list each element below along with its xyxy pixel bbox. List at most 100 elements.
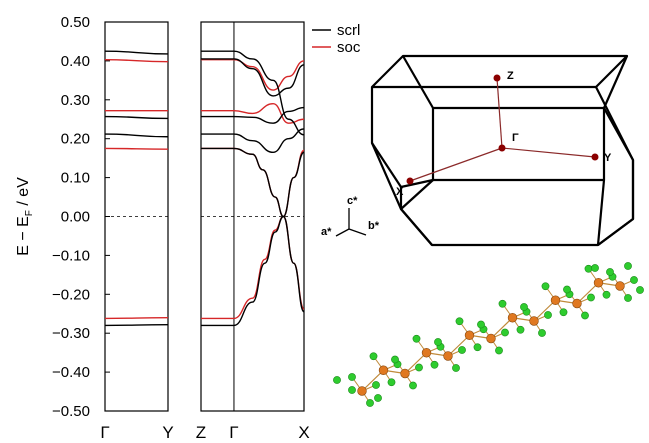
kpoint-label: Y [162,423,173,442]
bond [490,317,513,339]
bz-point-label: Γ [512,132,519,144]
bz-edge [371,142,402,188]
band-line-scrl [201,128,305,154]
bz-path-line [496,77,503,149]
atom-orange [572,298,582,309]
y-tick-label: 0.00 [61,209,90,226]
atom-orange [378,365,389,375]
y-axis-title-unit: / eV [15,177,32,210]
atom-green [602,290,611,299]
atom-green [563,285,571,294]
bz-point-label: Z [507,70,514,82]
atom-orange [615,281,625,291]
y-tick-label: 0.30 [61,92,90,109]
bond [361,369,384,392]
y-tick-label: 0.10 [61,170,90,187]
atom-green [348,386,356,394]
bz-point-marker [493,74,501,82]
atom-green [624,262,632,270]
band-line-soc [201,59,305,91]
legend-label-scrl: scrl [337,22,360,39]
atom-orange [421,348,432,358]
atom-green [541,282,550,291]
y-tick-label: 0.40 [61,53,90,70]
band-line-scrl [104,50,169,55]
crystal-structure [333,262,644,407]
y-tick-label: 0.20 [61,131,90,148]
bz-point-marker [406,177,414,185]
legend-label-soc: soc [337,39,361,56]
band-line-soc [201,147,305,310]
atom-green [498,299,507,308]
kpoint-label: X [298,423,309,442]
band-line-scrl [104,115,169,120]
atom-green [387,378,396,387]
atom-green [501,328,509,337]
bz-edge [597,107,635,246]
atom-green [374,394,382,402]
atom-green [624,294,632,302]
atom-orange [486,333,496,344]
bond [576,282,599,304]
atom-orange [529,316,539,326]
y-tick-label: −0.30 [52,325,90,342]
atom-green [455,317,464,326]
bz-point-label: Y [604,152,612,164]
band-line-scrl [201,151,305,327]
bz-edge [400,179,434,210]
y-tick-label: −0.50 [52,403,90,420]
bz-point-marker [591,153,599,161]
band-line-scrl [201,58,305,97]
y-tick-label: −0.40 [52,364,90,381]
band-line-scrl [201,106,305,124]
y-axis-title-subscript: F [24,210,35,216]
axis-label-a-star: a* [321,226,332,238]
bz-edge [402,55,629,110]
bond [447,334,470,357]
atom-green [538,329,546,337]
kpoint-label: Γ [229,423,238,442]
atom-green [559,308,568,317]
y-tick-label: −0.20 [52,286,90,303]
bz-path-line [409,147,503,182]
atom-green [516,325,525,334]
atom-green [434,338,442,346]
atom-green [584,264,593,273]
atom-green [372,381,380,389]
bond [404,352,427,374]
y-axis-title-main: E − E [15,216,32,256]
bz-edge [596,179,606,246]
atom-green [591,264,599,272]
band-line-soc [201,102,305,124]
band-line-scrl [104,133,169,138]
band-line-soc [104,59,169,63]
bz-path-line [501,147,596,158]
bz-edge [370,54,629,89]
band-line-soc [104,316,169,320]
atom-green [366,399,374,407]
atom-green [348,373,356,381]
y-tick-label: −0.10 [52,247,90,264]
bz-point-label: X [396,186,404,198]
atom-orange [400,368,410,379]
atom-green [587,293,595,302]
atom-orange [357,386,367,396]
atom-green [415,363,423,372]
axis-b-star [348,228,367,236]
atom-green [458,346,466,354]
reciprocal-axes: c* a* b* [321,195,380,238]
atom-green [369,352,378,361]
atom-green [477,320,485,329]
axis-label-c-star: c* [347,195,358,207]
atom-green [630,276,638,284]
axis-label-b-star: b* [368,220,380,232]
axis-a-star [335,228,350,237]
atom-orange [464,330,475,340]
brillouin-zone: Z Γ Y X [370,54,635,247]
band-line-scrl [201,50,305,136]
atom-green [391,355,399,364]
atom-green [636,286,644,294]
atom-green [412,334,421,343]
